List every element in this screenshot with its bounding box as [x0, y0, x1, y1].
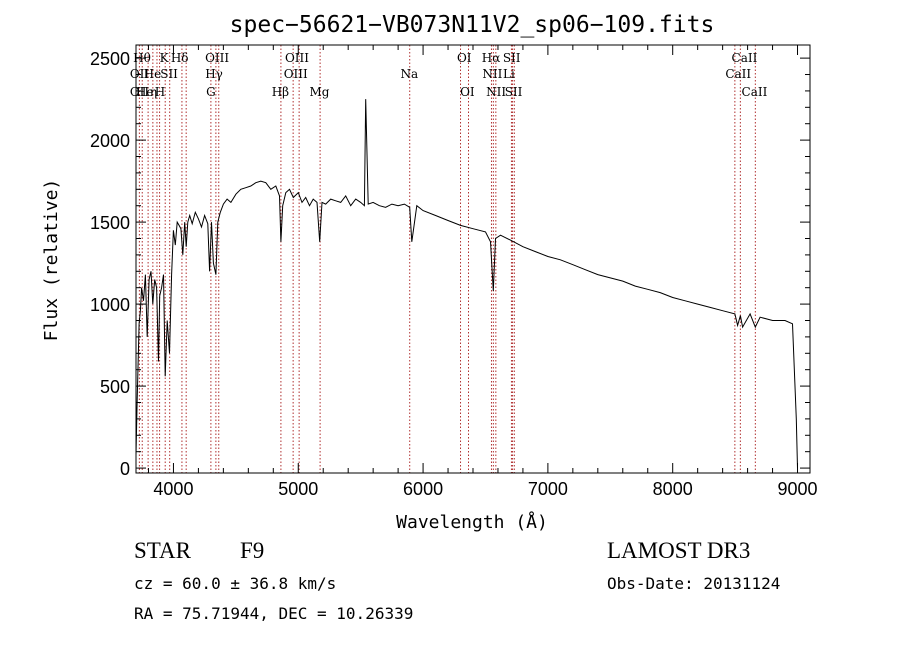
- line-label: CaII: [725, 67, 751, 81]
- x-tick-label: 7000: [528, 479, 568, 499]
- x-axis-label: Wavelength (Å): [396, 511, 548, 533]
- y-tick-label: 2500: [90, 49, 130, 69]
- line-label: CaII: [732, 51, 758, 65]
- y-tick-label: 0: [120, 459, 130, 479]
- line-label: Hδ: [171, 51, 189, 65]
- line-label: NII: [486, 85, 506, 99]
- x-axis: 4000 5000 6000 7000 8000 9000: [147, 45, 818, 499]
- line-label: G: [206, 85, 216, 99]
- line-label: SII: [503, 51, 521, 65]
- line-label: OIII: [205, 51, 229, 65]
- x-tick-label: 8000: [653, 479, 693, 499]
- line-label: He: [136, 85, 154, 99]
- line-label: Hγ: [205, 67, 223, 81]
- y-tick-label: 1000: [90, 295, 130, 315]
- y-tick-label: 500: [100, 377, 130, 397]
- coordinates: RA = 75.71944, DEC = 10.26339: [134, 604, 414, 623]
- line-label: η: [150, 85, 157, 99]
- y-tick-label: 1500: [90, 213, 130, 233]
- line-label: OI: [460, 85, 475, 99]
- chart-title: spec−56621−VB073N11V2_sp06−109.fits: [230, 12, 715, 38]
- spectral-line-markers: [138, 45, 756, 473]
- redshift-readout: cz = 60.0 ± 36.8 km/s: [134, 574, 337, 593]
- plot-frame: [135, 44, 811, 474]
- line-label: He: [144, 67, 162, 81]
- line-label: H: [155, 85, 165, 99]
- x-tick-label: 9000: [777, 479, 817, 499]
- line-label: OI: [457, 51, 472, 65]
- line-label: OIII: [285, 51, 309, 65]
- spectrum-line: [135, 99, 798, 469]
- line-label: Li: [503, 67, 515, 81]
- line-label: CaII: [742, 85, 768, 99]
- obs-date: Obs-Date: 20131124: [607, 574, 781, 593]
- y-axis: 0 500 1000 1500 2000 2500: [90, 49, 810, 479]
- line-label: SII: [505, 85, 523, 99]
- y-tick-label: 2000: [90, 131, 130, 151]
- x-tick-label: 4000: [153, 479, 193, 499]
- survey-name: LAMOST DR3: [607, 538, 751, 563]
- line-label: Na: [401, 67, 419, 81]
- x-tick-label: 5000: [278, 479, 318, 499]
- spectral-subclass: F9: [240, 538, 265, 563]
- x-tick-label: 6000: [403, 479, 443, 499]
- line-label: Hα: [482, 51, 501, 65]
- spectrum-chart: spec−56621−VB073N11V2_sp06−109.fits Hθ K H…: [41, 12, 818, 533]
- y-axis-label: Flux (relative): [41, 179, 62, 342]
- object-class: STAR: [134, 538, 191, 563]
- line-label: SII: [160, 67, 178, 81]
- line-label: K: [160, 51, 170, 65]
- line-label: OIII: [284, 67, 308, 81]
- line-label: OII: [130, 67, 150, 81]
- line-label: NII: [482, 67, 502, 81]
- line-label: Hβ: [272, 85, 289, 99]
- line-label: OII: [130, 85, 150, 99]
- line-label: Mg: [309, 85, 329, 99]
